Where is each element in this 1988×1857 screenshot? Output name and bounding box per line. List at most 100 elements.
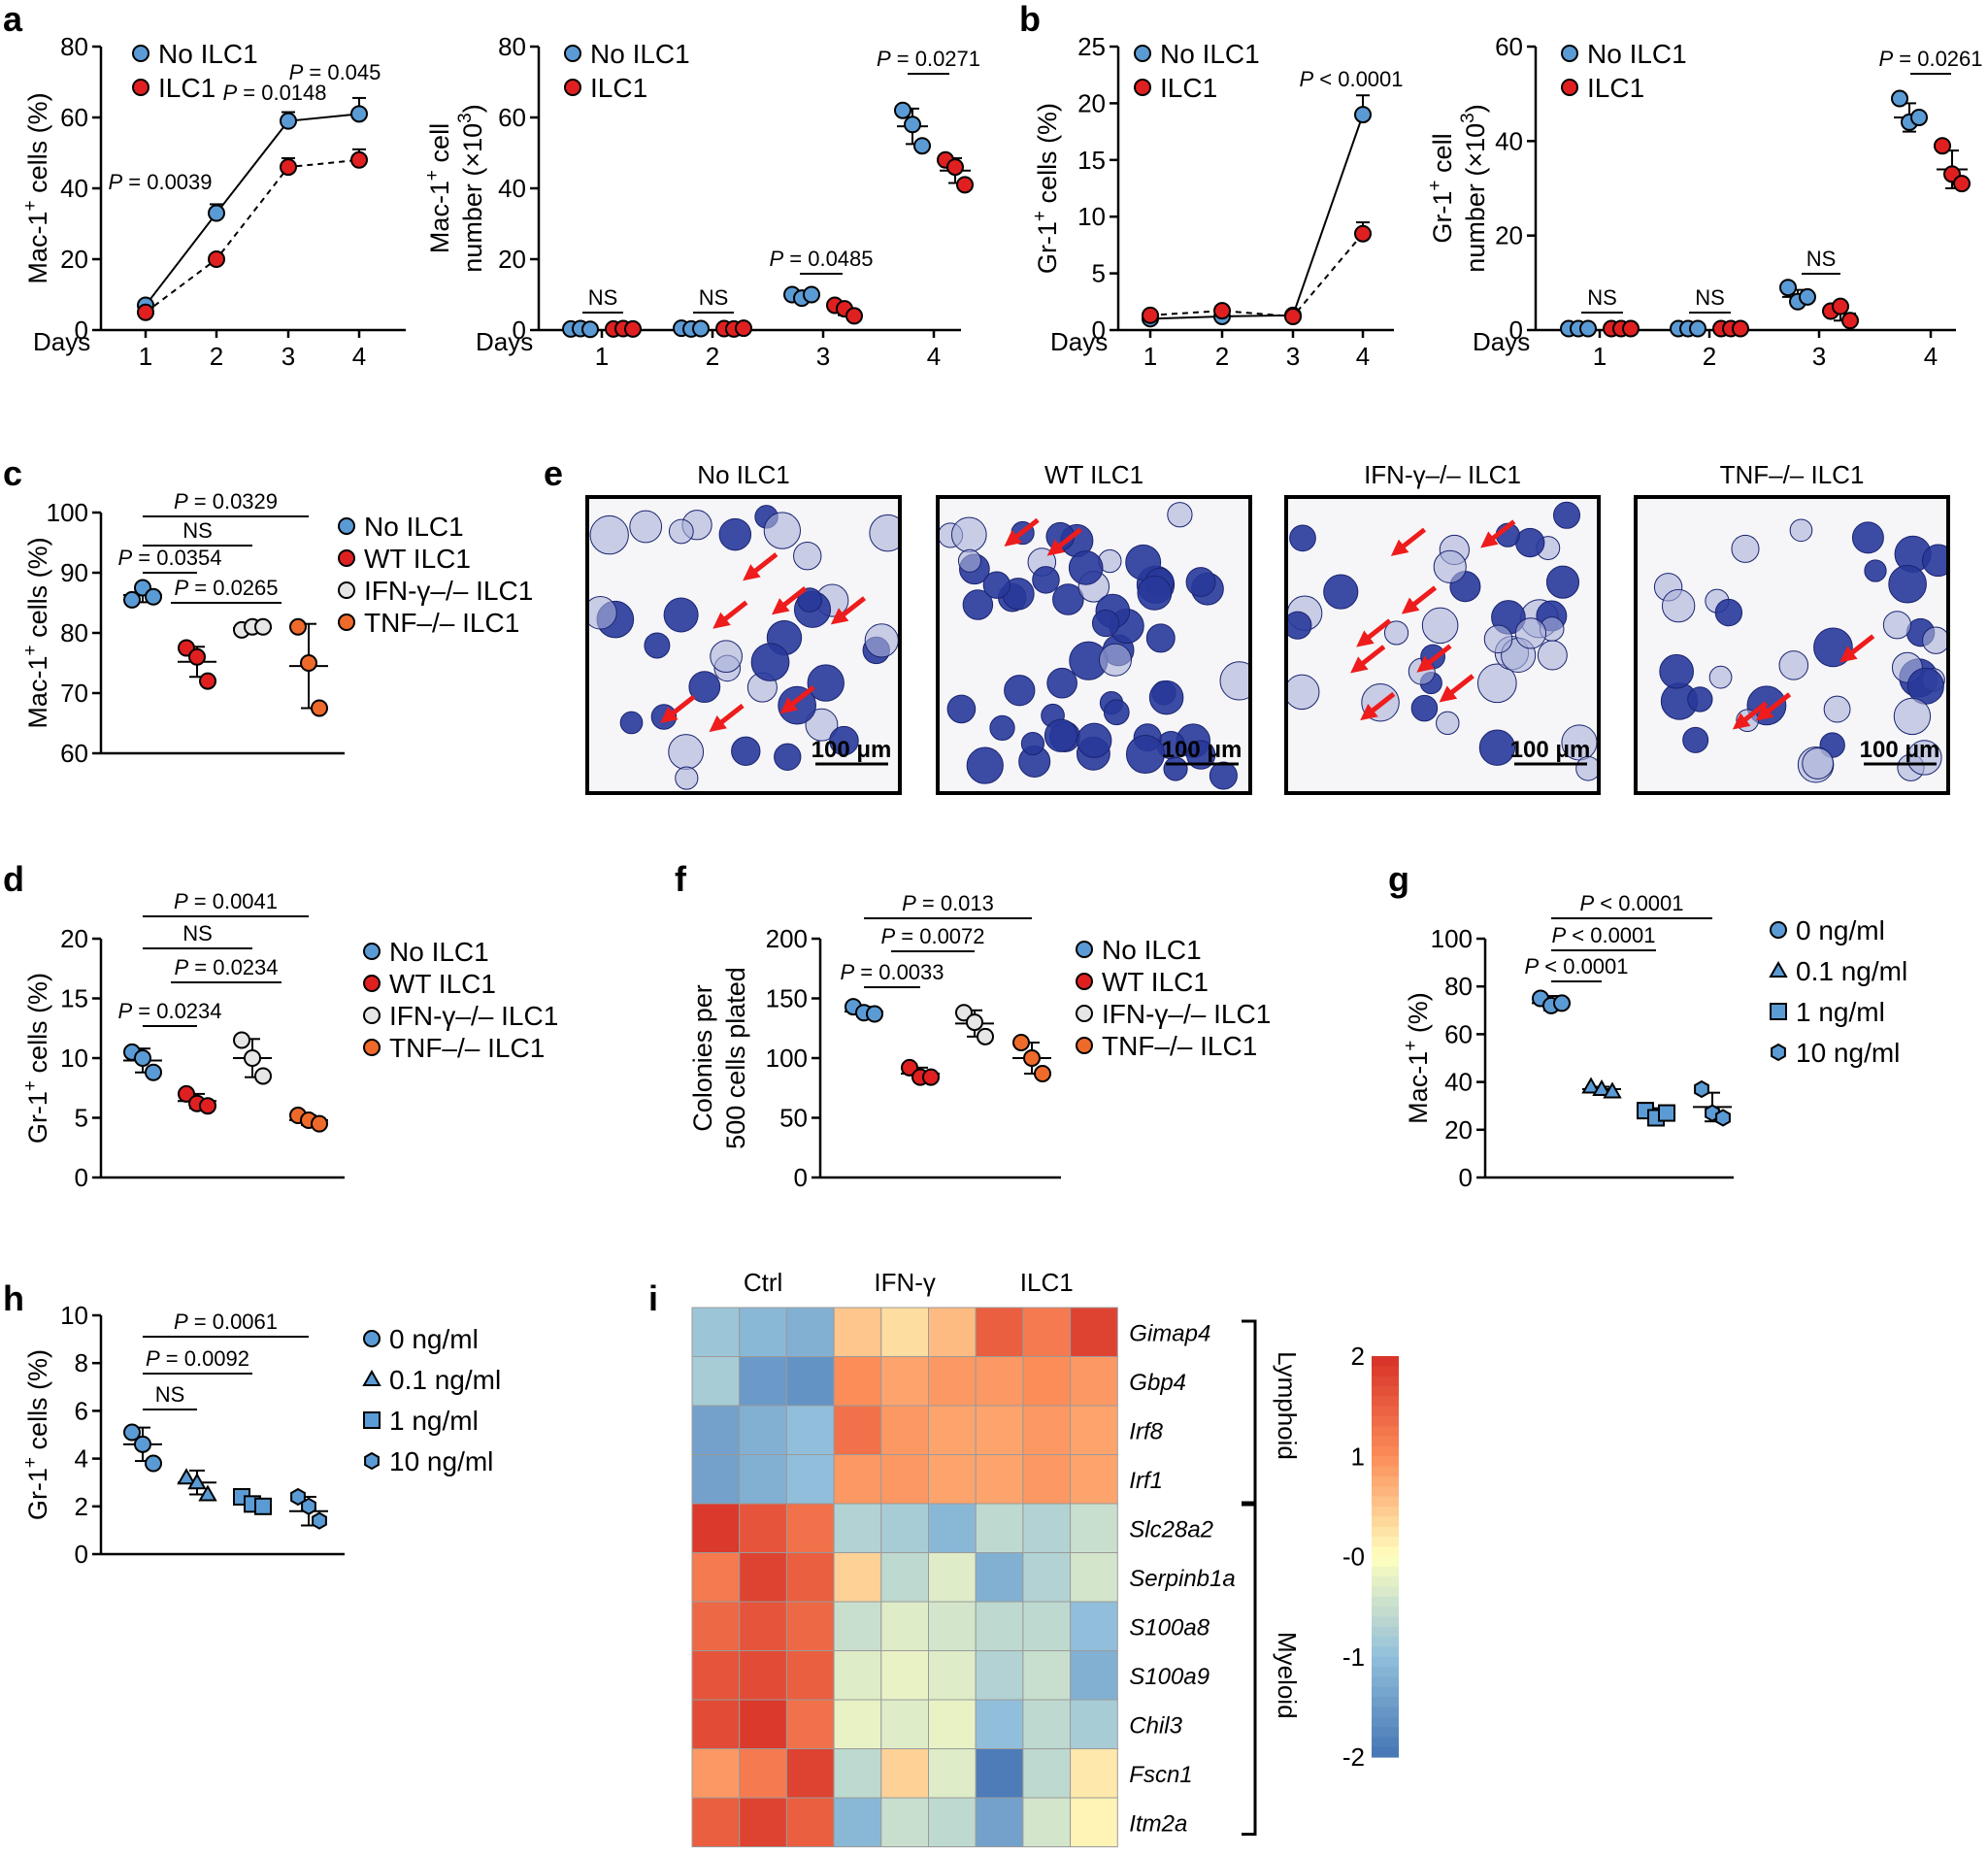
g-point — [1581, 1077, 1601, 1094]
cell — [1137, 576, 1173, 611]
cell — [1789, 518, 1813, 543]
a-left-xtick-label: 1 — [139, 342, 152, 371]
h-point — [177, 1468, 196, 1485]
arrow — [660, 694, 696, 724]
g-point — [1553, 994, 1571, 1012]
a-left-ytick-label: 40 — [60, 174, 88, 203]
b-right-pvalue: NS — [1806, 247, 1837, 271]
b-left-xtick-label: 3 — [1286, 342, 1300, 371]
cell — [1545, 565, 1580, 599]
heatmap-cell — [739, 1699, 787, 1749]
c-legend-label: TNF–/– ILC1 — [364, 608, 519, 638]
a-right-ytick-label: 80 — [498, 32, 526, 61]
b-right-legend-label: ILC1 — [1587, 73, 1644, 103]
h-legend-marker — [363, 1330, 381, 1347]
heatmap-cell — [691, 1650, 741, 1701]
colorbar-segment — [1372, 1376, 1399, 1387]
b-left-point — [1284, 307, 1302, 325]
cell — [629, 510, 663, 544]
heatmap-cell — [691, 1552, 741, 1603]
g-point — [1658, 1104, 1675, 1122]
heatmap-cell — [691, 1699, 741, 1749]
d-legend-marker — [363, 1007, 381, 1024]
heatmap-cell — [975, 1503, 1024, 1553]
myeloid-label: Myeloid — [1273, 1632, 1302, 1719]
d-point — [145, 1063, 162, 1081]
b-right-xtick-label: 3 — [1812, 342, 1826, 371]
arrow — [1401, 585, 1438, 614]
h-pvalue: P = 0.0061 — [174, 1310, 278, 1334]
heatmap-cell — [833, 1552, 882, 1603]
micrograph-cells — [938, 502, 1250, 790]
h-point — [290, 1487, 306, 1507]
c-point — [289, 617, 307, 636]
chart-g: 0 20 40 60 80 100 0 ng/ml 0.1 ng/ml 1 ng/ml 10 ng… — [1431, 915, 1908, 1192]
panel-label-d: d — [3, 859, 24, 899]
micrograph-cells — [1286, 501, 1599, 781]
f-ylabel-line1: Colonies per — [688, 984, 717, 1132]
cell — [1477, 663, 1517, 704]
d-point — [233, 1031, 250, 1049]
arrow — [1356, 618, 1392, 647]
a-left-pvalue: P = 0.0039 — [108, 170, 212, 194]
c-pvalue: P = 0.0354 — [117, 546, 221, 570]
b-left-ytick-label: 10 — [1077, 202, 1106, 231]
g-legend-label: 0 ng/ml — [1796, 915, 1885, 945]
heatmap-cell — [785, 1307, 835, 1357]
colorbar-tick-label: 1 — [1351, 1442, 1365, 1471]
b-right-point — [1841, 312, 1859, 330]
f-legend-marker — [1076, 941, 1093, 958]
b-right-point — [1799, 287, 1816, 306]
c-pvalue: P = 0.0265 — [174, 576, 278, 600]
h-ytick-label: 10 — [60, 1301, 88, 1330]
heatmap-cell — [1022, 1454, 1072, 1505]
micrograph-frame — [585, 495, 902, 795]
d-legend-label: IFN-γ–/– ILC1 — [389, 1001, 558, 1031]
cell — [774, 743, 802, 771]
colorbar-segment — [1372, 1385, 1399, 1397]
d-pvalue: P = 0.0041 — [174, 889, 278, 913]
cell — [1864, 559, 1887, 582]
c-legend-marker — [338, 613, 355, 631]
panel-label-e: e — [544, 453, 563, 493]
cell — [1091, 609, 1120, 638]
cell — [1661, 588, 1696, 623]
c-legend-label: No ILC1 — [364, 512, 464, 542]
d-point — [311, 1114, 328, 1133]
heatmap-cell — [1070, 1356, 1118, 1407]
a-right-xtick-label: 1 — [595, 342, 609, 371]
b-right-ytick-label: 20 — [1495, 221, 1523, 250]
g-legend-marker — [1771, 1043, 1786, 1062]
g-pvalue: P < 0.0001 — [1579, 891, 1683, 915]
a-left-point — [350, 105, 368, 123]
chart-a-left: 0 20 40 60 80 Days 1 2 3 4 No ILC1 ILC1 — [33, 32, 406, 371]
colorbar-segment — [1372, 1526, 1399, 1538]
cell — [1478, 729, 1516, 766]
d-pvalue: P = 0.0234 — [117, 999, 221, 1023]
micrograph-title: WT ILC1 — [1044, 460, 1143, 489]
heatmap-cell — [928, 1503, 977, 1553]
heatmap-cell — [1070, 1601, 1118, 1651]
h-point — [134, 1435, 151, 1453]
b-left-legend-label: No ILC1 — [1160, 39, 1260, 69]
b-left-ylabel: Gr-1+ cells (%) — [1030, 103, 1062, 274]
heatmap-cell — [691, 1405, 741, 1455]
heatmap-cell — [928, 1405, 977, 1455]
colorbar-segment — [1372, 1415, 1399, 1427]
cell — [688, 671, 721, 703]
f-pvalue: P = 0.0033 — [840, 960, 944, 984]
a-right-pvalue: NS — [588, 285, 618, 310]
g-point — [1592, 1078, 1611, 1096]
cell — [1813, 627, 1853, 668]
c-pvalue: NS — [182, 518, 213, 543]
heatmap-cell — [975, 1307, 1024, 1357]
f-point — [1012, 1034, 1030, 1052]
b-left-legend-marker — [1134, 45, 1151, 62]
arrow — [712, 600, 748, 629]
cell — [950, 516, 987, 553]
f-ytick-label: 100 — [766, 1044, 808, 1073]
f-point — [1023, 1049, 1041, 1067]
f-point — [977, 1027, 994, 1045]
micrograph-frame — [1634, 495, 1950, 795]
a-left-ytick-label: 20 — [60, 245, 88, 274]
